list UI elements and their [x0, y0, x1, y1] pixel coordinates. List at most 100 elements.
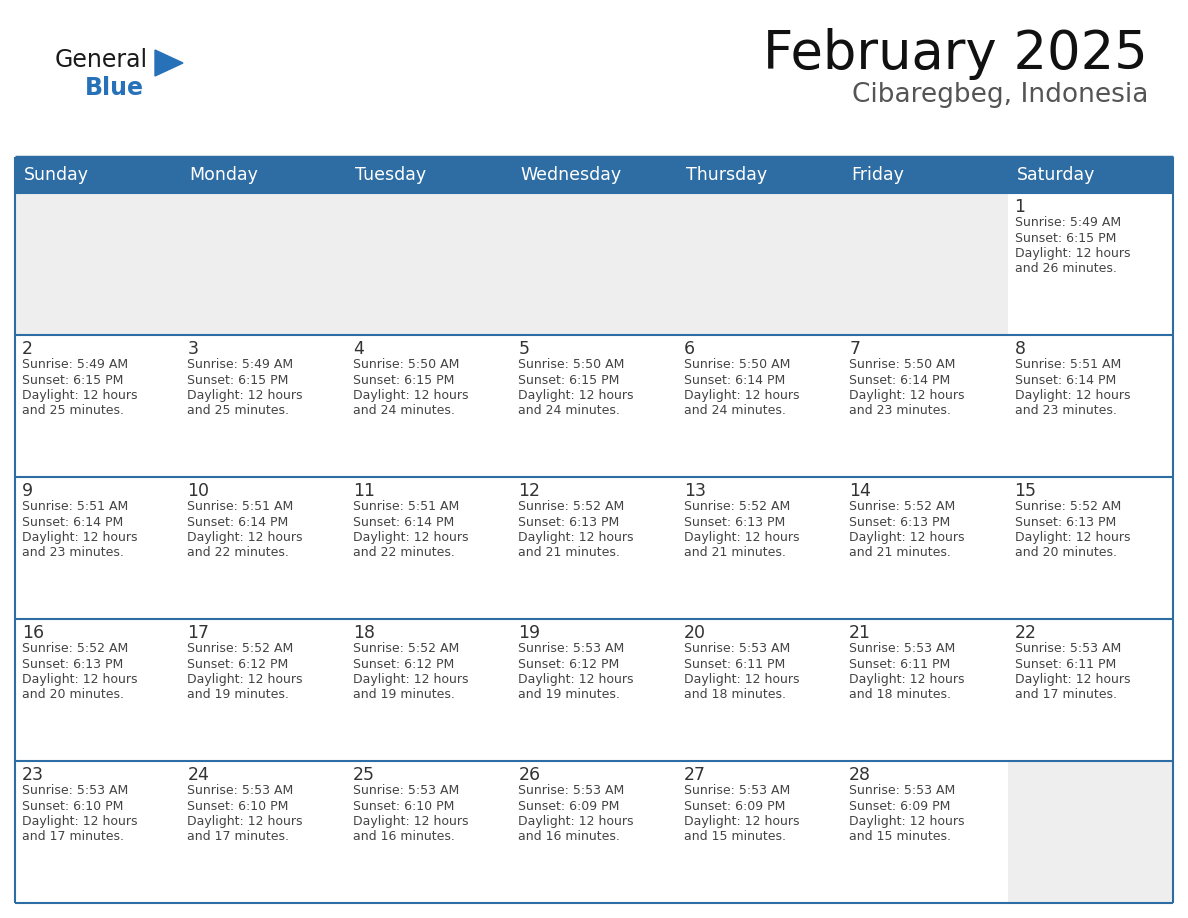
Text: 1: 1: [1015, 198, 1025, 216]
Text: Sunset: 6:15 PM: Sunset: 6:15 PM: [1015, 231, 1116, 244]
Text: 15: 15: [1015, 482, 1037, 500]
Text: Daylight: 12 hours: Daylight: 12 hours: [353, 673, 468, 686]
Text: and 19 minutes.: and 19 minutes.: [188, 688, 290, 701]
Text: and 16 minutes.: and 16 minutes.: [518, 831, 620, 844]
Text: Sunset: 6:11 PM: Sunset: 6:11 PM: [1015, 657, 1116, 670]
Text: Sunrise: 5:52 AM: Sunrise: 5:52 AM: [1015, 500, 1120, 513]
Text: and 23 minutes.: and 23 minutes.: [23, 546, 124, 559]
Text: Sunrise: 5:50 AM: Sunrise: 5:50 AM: [684, 358, 790, 371]
Text: Sunrise: 5:52 AM: Sunrise: 5:52 AM: [518, 500, 625, 513]
Text: and 20 minutes.: and 20 minutes.: [1015, 546, 1117, 559]
Bar: [677, 477, 842, 619]
Text: 18: 18: [353, 624, 375, 642]
Bar: [842, 335, 1007, 477]
Text: and 23 minutes.: and 23 minutes.: [849, 405, 952, 418]
Text: and 22 minutes.: and 22 minutes.: [188, 546, 290, 559]
Text: 8: 8: [1015, 340, 1025, 358]
Text: 9: 9: [23, 482, 33, 500]
Bar: [842, 477, 1007, 619]
Text: Sunset: 6:11 PM: Sunset: 6:11 PM: [684, 657, 785, 670]
Text: Sunset: 6:14 PM: Sunset: 6:14 PM: [353, 516, 454, 529]
Text: Sunrise: 5:52 AM: Sunrise: 5:52 AM: [684, 500, 790, 513]
Text: Daylight: 12 hours: Daylight: 12 hours: [518, 389, 633, 402]
Bar: [842, 157, 1007, 193]
Text: Sunset: 6:10 PM: Sunset: 6:10 PM: [188, 800, 289, 812]
Text: Daylight: 12 hours: Daylight: 12 hours: [188, 389, 303, 402]
Text: Daylight: 12 hours: Daylight: 12 hours: [23, 673, 138, 686]
Text: Saturday: Saturday: [1017, 166, 1095, 184]
Text: 26: 26: [518, 766, 541, 784]
Text: and 19 minutes.: and 19 minutes.: [518, 688, 620, 701]
Text: Daylight: 12 hours: Daylight: 12 hours: [684, 673, 800, 686]
Bar: [842, 619, 1007, 761]
Text: Daylight: 12 hours: Daylight: 12 hours: [684, 389, 800, 402]
Text: Wednesday: Wednesday: [520, 166, 621, 184]
Text: Sunrise: 5:52 AM: Sunrise: 5:52 AM: [188, 642, 293, 655]
Text: Sunset: 6:11 PM: Sunset: 6:11 PM: [849, 657, 950, 670]
Text: 22: 22: [1015, 624, 1037, 642]
Text: and 24 minutes.: and 24 minutes.: [684, 405, 785, 418]
Bar: [1007, 619, 1173, 761]
Text: Sunset: 6:09 PM: Sunset: 6:09 PM: [684, 800, 785, 812]
Text: 5: 5: [518, 340, 530, 358]
Text: 4: 4: [353, 340, 364, 358]
Bar: [346, 477, 511, 619]
Text: Sunrise: 5:53 AM: Sunrise: 5:53 AM: [849, 642, 955, 655]
Text: Daylight: 12 hours: Daylight: 12 hours: [23, 531, 138, 544]
Text: 6: 6: [684, 340, 695, 358]
Text: and 24 minutes.: and 24 minutes.: [518, 405, 620, 418]
Text: 3: 3: [188, 340, 198, 358]
Text: Friday: Friday: [851, 166, 904, 184]
Text: Blue: Blue: [86, 76, 144, 100]
Text: and 19 minutes.: and 19 minutes.: [353, 688, 455, 701]
Text: Sunset: 6:09 PM: Sunset: 6:09 PM: [849, 800, 950, 812]
Text: Daylight: 12 hours: Daylight: 12 hours: [1015, 531, 1130, 544]
Text: Daylight: 12 hours: Daylight: 12 hours: [849, 673, 965, 686]
Text: Daylight: 12 hours: Daylight: 12 hours: [518, 531, 633, 544]
Text: Sunset: 6:12 PM: Sunset: 6:12 PM: [353, 657, 454, 670]
Text: and 22 minutes.: and 22 minutes.: [353, 546, 455, 559]
Bar: [346, 619, 511, 761]
Text: Sunset: 6:15 PM: Sunset: 6:15 PM: [518, 374, 620, 386]
Text: Sunset: 6:15 PM: Sunset: 6:15 PM: [353, 374, 454, 386]
Text: 21: 21: [849, 624, 871, 642]
Text: and 24 minutes.: and 24 minutes.: [353, 405, 455, 418]
Text: Daylight: 12 hours: Daylight: 12 hours: [188, 673, 303, 686]
Text: Sunset: 6:14 PM: Sunset: 6:14 PM: [23, 516, 124, 529]
Text: Sunrise: 5:53 AM: Sunrise: 5:53 AM: [684, 642, 790, 655]
Text: and 17 minutes.: and 17 minutes.: [188, 831, 290, 844]
Bar: [1007, 761, 1173, 903]
Bar: [677, 157, 842, 193]
Text: and 18 minutes.: and 18 minutes.: [849, 688, 952, 701]
Text: Cibaregbeg, Indonesia: Cibaregbeg, Indonesia: [852, 82, 1148, 108]
Bar: [15, 157, 181, 193]
Text: Thursday: Thursday: [685, 166, 766, 184]
Bar: [346, 761, 511, 903]
Bar: [511, 335, 677, 477]
Text: Sunrise: 5:52 AM: Sunrise: 5:52 AM: [353, 642, 459, 655]
Text: and 17 minutes.: and 17 minutes.: [23, 831, 124, 844]
Text: Sunrise: 5:51 AM: Sunrise: 5:51 AM: [1015, 358, 1120, 371]
Bar: [1007, 193, 1173, 335]
Text: Sunrise: 5:50 AM: Sunrise: 5:50 AM: [849, 358, 955, 371]
Text: Daylight: 12 hours: Daylight: 12 hours: [188, 815, 303, 828]
Text: Sunset: 6:15 PM: Sunset: 6:15 PM: [23, 374, 124, 386]
Text: Monday: Monday: [189, 166, 258, 184]
Text: and 25 minutes.: and 25 minutes.: [188, 405, 290, 418]
Text: Sunrise: 5:50 AM: Sunrise: 5:50 AM: [518, 358, 625, 371]
Bar: [677, 335, 842, 477]
Bar: [346, 193, 511, 335]
Text: 7: 7: [849, 340, 860, 358]
Bar: [181, 193, 346, 335]
Text: Sunrise: 5:52 AM: Sunrise: 5:52 AM: [23, 642, 128, 655]
Text: Sunset: 6:10 PM: Sunset: 6:10 PM: [353, 800, 454, 812]
Bar: [15, 477, 181, 619]
Text: 16: 16: [23, 624, 44, 642]
Text: 25: 25: [353, 766, 375, 784]
Bar: [1007, 157, 1173, 193]
Text: Sunset: 6:13 PM: Sunset: 6:13 PM: [849, 516, 950, 529]
Text: Sunrise: 5:53 AM: Sunrise: 5:53 AM: [1015, 642, 1120, 655]
Text: Daylight: 12 hours: Daylight: 12 hours: [353, 815, 468, 828]
Bar: [511, 477, 677, 619]
Text: Daylight: 12 hours: Daylight: 12 hours: [353, 389, 468, 402]
